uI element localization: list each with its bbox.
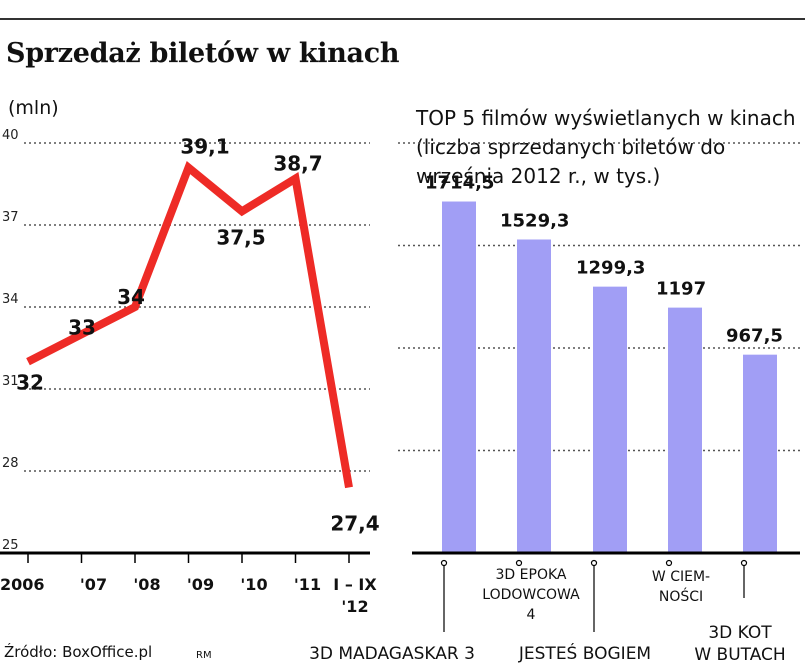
line-data-label: 39,1 [180,135,229,159]
bar-label-leader-dot [740,559,748,567]
bar-category-label: JESTEŚ BOGIEM [518,642,651,664]
line-data-label: 38,7 [273,152,322,176]
bar-label-leader-dot [515,559,523,567]
bar-label-leader-dot [665,559,673,567]
line-x-tick-label: '11 [294,575,321,594]
bar-category-label: 3D MADAGASKAR 3 [309,644,475,664]
page-title: Sprzedaż biletów w kinach [6,38,400,69]
bar [517,239,551,553]
line-chart-unit: (mln) [8,97,59,119]
line-data-label: 37,5 [216,225,265,249]
line-x-tick-label: 2006 [0,575,45,594]
bar-data-label: 1299,3 [576,258,645,279]
top-rule [0,18,805,20]
line-y-tick-label: 40 [2,128,19,143]
bar [743,354,777,553]
bar [668,307,702,553]
bar-category-label: W CIEM-NOŚCI [652,569,710,605]
bar-label-leader-dot [590,559,598,567]
line-x-tick-label: '10 [240,575,267,594]
line-y-tick-label: 25 [2,538,19,553]
bar-label-leader-dot [440,559,448,567]
line-data-label: 32 [16,371,44,395]
line-data-label: 34 [117,285,145,309]
bar-data-label: 1714,5 [425,173,494,194]
bar [442,201,476,553]
line-y-tick-label: 34 [2,292,19,307]
line-data-label: 27,4 [330,511,379,535]
bar-data-label: 1529,3 [500,210,569,231]
bar-data-label: 1197 [656,279,706,300]
bar-category-label: 3D KOT W BUTACH [694,623,785,665]
line-x-tick-label: '08 [133,575,160,594]
line-data-label: 33 [68,315,96,339]
source-note: Źródło: BoxOffice.pl [4,643,153,661]
line-x-tick-label: '09 [187,575,214,594]
line-series-sales [26,161,353,489]
line-x-tick-label: '07 [80,575,107,594]
bar-data-label: 967,5 [726,326,783,347]
line-y-tick-label: 31 [2,374,19,389]
credit-note: RM [196,650,212,661]
bar-chart-title: TOP 5 filmów wyświetlanych w kinach (lic… [416,106,796,188]
bar-category-label: 3D EPOKA LODOWCOWA 4 [482,567,580,623]
line-y-tick-label: 28 [2,456,19,471]
line-y-tick-label: 37 [2,210,19,225]
line-x-tick-label: I – IX '12 [333,575,377,616]
bar [593,286,627,553]
